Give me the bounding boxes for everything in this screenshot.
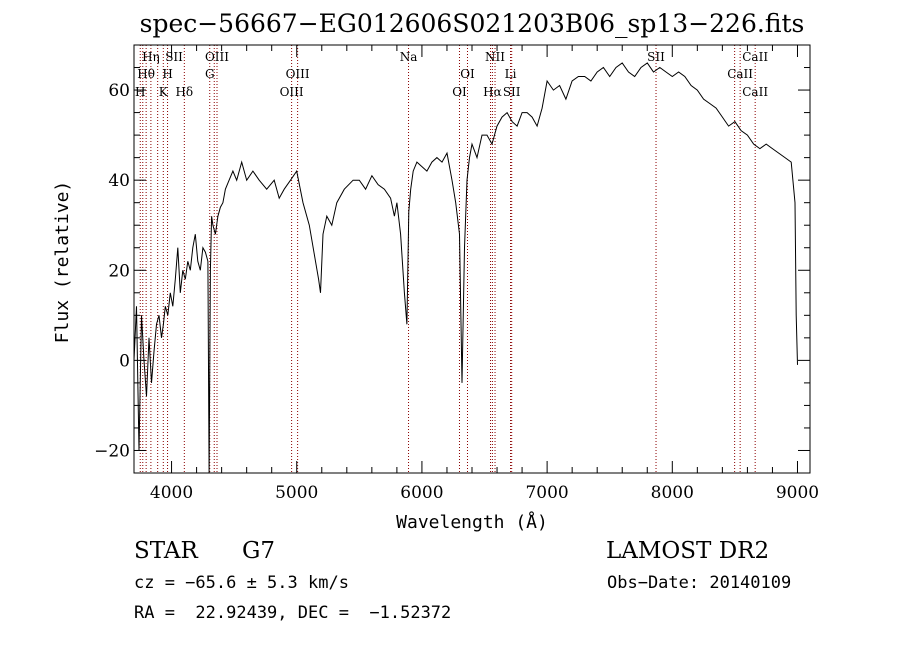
line-marker-label: H [135, 85, 145, 99]
x-tick-label: 8000 [651, 483, 694, 503]
line-marker-label: SII [647, 50, 665, 64]
line-marker-label: K [159, 85, 169, 99]
x-tick-label: 7000 [525, 483, 568, 503]
x-axis-label: Wavelength (Å) [396, 511, 548, 533]
line-marker-label: Na [400, 50, 418, 64]
line-marker-label: CaII [742, 50, 768, 64]
y-tick-label: 60 [108, 81, 130, 101]
line-marker-label: SII [165, 50, 183, 64]
spectrum-line [133, 62, 798, 474]
line-marker-label: OIII [205, 50, 229, 64]
line-marker-label: H [162, 67, 172, 81]
object-subclass: G7 [242, 538, 276, 564]
line-marker-label: Hα [483, 85, 502, 99]
y-tick-label: −20 [94, 441, 130, 461]
y-tick-label: 0 [119, 351, 130, 371]
line-marker-label: Li [505, 67, 517, 81]
line-marker-label: CaII [742, 85, 768, 99]
line-marker-label: NII [485, 50, 505, 64]
y-tick-label: 20 [108, 261, 130, 281]
y-axis-label: Flux (relative) [52, 181, 73, 344]
x-tick-label: 5000 [275, 483, 318, 503]
x-tick-label: 4000 [150, 483, 193, 503]
x-tick-label: 9000 [776, 483, 819, 503]
axis-tick-labels: 4000 5000 6000 7000 8000 9000 −20 0 20 40 60 [94, 81, 819, 503]
x-tick-label: 6000 [400, 483, 443, 503]
line-marker-label: Hη [142, 50, 160, 64]
line-marker-label: OI [452, 85, 467, 99]
object-class: STAR [134, 538, 198, 564]
line-marker-label: G [205, 67, 215, 81]
redshift-velocity: cz = −65.6 ± 5.3 km/s [134, 573, 349, 593]
spectral-line-markers [139, 45, 756, 473]
y-tick-label: 40 [108, 171, 130, 191]
survey-name: LAMOST DR2 [606, 538, 770, 564]
line-marker-label: OIII [286, 67, 310, 81]
line-marker-label: CaII [727, 67, 753, 81]
axis-ticks [134, 44, 810, 473]
line-marker-label: Hθ [137, 67, 155, 81]
plot-frame [133, 44, 811, 474]
line-marker-label: SII [503, 85, 521, 99]
line-marker-label: OI [460, 67, 475, 81]
chart-title: spec−56667−EG012606S021203B06_sp13−226.f… [140, 9, 805, 38]
line-marker-label: OIII [280, 85, 304, 99]
sky-coordinates: RA = 22.92439, DEC = −1.52372 [134, 603, 452, 623]
observation-date: Obs−Date: 20140109 [607, 573, 792, 593]
line-marker-label: Hδ [175, 85, 193, 99]
